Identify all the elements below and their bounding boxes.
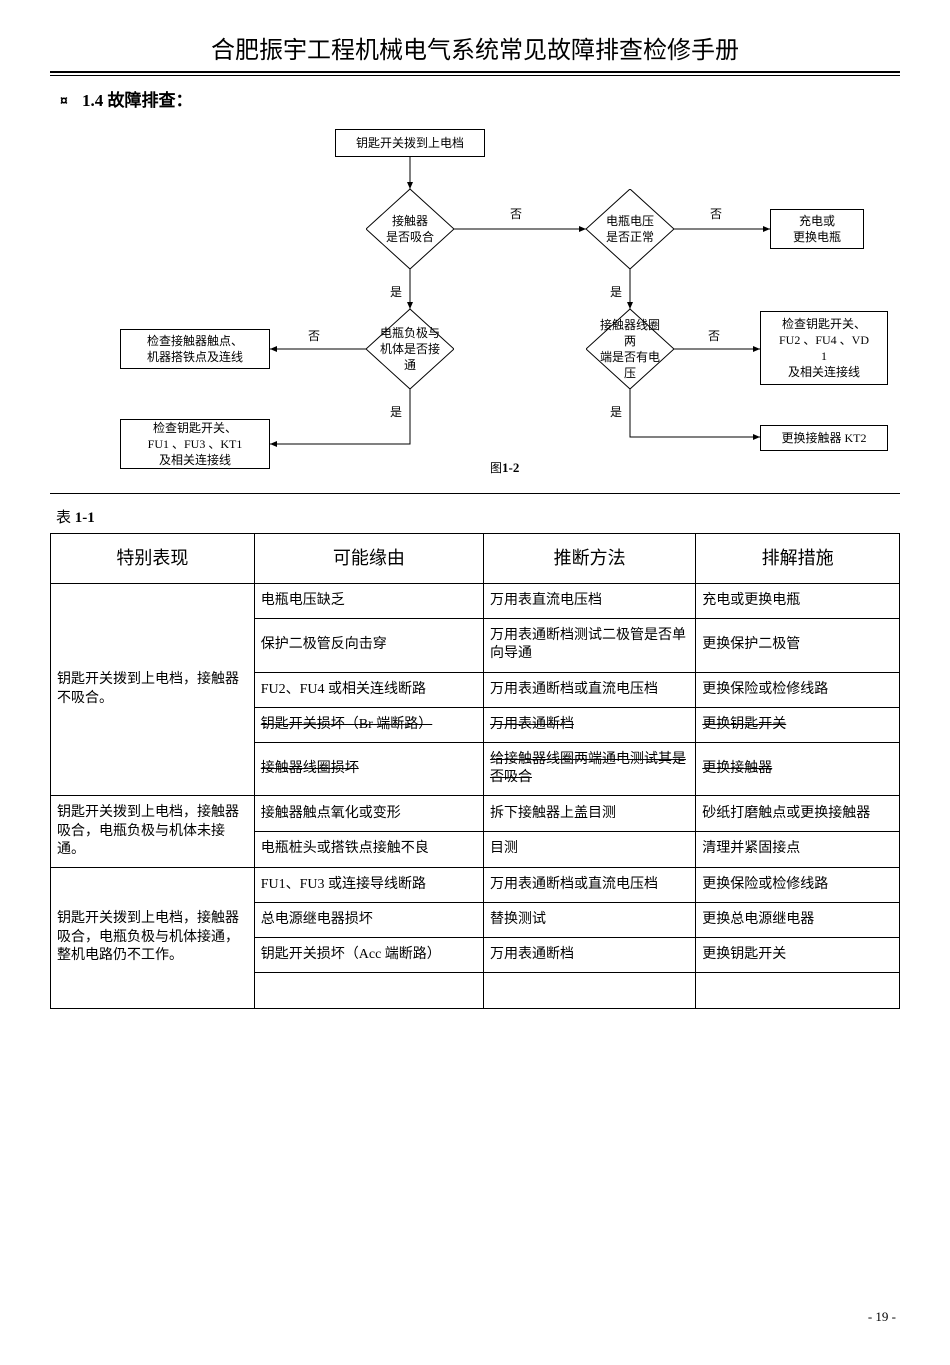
table-header: 排解措施 bbox=[696, 534, 900, 584]
header-rule-thin bbox=[50, 75, 900, 76]
flowchart-edge-label: 否 bbox=[710, 205, 722, 222]
figure-caption: 图1-2 bbox=[490, 459, 519, 476]
table-label: 表 1-1 bbox=[56, 506, 900, 527]
cause-cell: 保护二极管反向击穿 bbox=[254, 619, 483, 672]
table-header: 推断方法 bbox=[483, 534, 695, 584]
troubleshoot-table: 特别表现可能缘由推断方法排解措施 钥匙开关拨到上电档，接触器不吸合。电瓶电压缺乏… bbox=[50, 533, 900, 1009]
fix-cell: 充电或更换电瓶 bbox=[696, 584, 900, 619]
method-cell: 目测 bbox=[483, 832, 695, 868]
flowchart-edge-label: 是 bbox=[390, 283, 402, 300]
cause-cell: 接触器触点氧化或变形 bbox=[254, 796, 483, 832]
cause-cell: 接触器线圈损坏 bbox=[254, 742, 483, 795]
page-title: 合肥振宇工程机械电气系统常见故障排查检修手册 bbox=[50, 30, 900, 71]
fix-cell: 更换保护二极管 bbox=[696, 619, 900, 672]
cause-cell: 电瓶电压缺乏 bbox=[254, 584, 483, 619]
table-row: 钥匙开关拨到上电档，接触器不吸合。电瓶电压缺乏万用表直流电压档充电或更换电瓶 bbox=[51, 584, 900, 619]
rule bbox=[50, 493, 900, 494]
method-cell: 替换测试 bbox=[483, 903, 695, 938]
page-number: - 19 - bbox=[50, 1309, 900, 1325]
fix-cell bbox=[696, 973, 900, 1008]
cause-cell: FU1、FU3 或连接导线断路 bbox=[254, 867, 483, 902]
method-cell: 给接触器线圈两端通电测试其是否吸合 bbox=[483, 742, 695, 795]
symptom-cell: 钥匙开关拨到上电档，接触器不吸合。 bbox=[51, 584, 255, 796]
method-cell: 万用表通断档 bbox=[483, 707, 695, 742]
fix-cell: 清理并紧固接点 bbox=[696, 832, 900, 868]
flowchart-decision: 电瓶电压是否正常 bbox=[586, 189, 674, 269]
table-header-row: 特别表现可能缘由推断方法排解措施 bbox=[51, 534, 900, 584]
fix-cell: 更换钥匙开关 bbox=[696, 707, 900, 742]
method-cell: 万用表通断档或直流电压档 bbox=[483, 672, 695, 707]
fix-cell: 更换保险或检修线路 bbox=[696, 672, 900, 707]
table-header: 可能缘由 bbox=[254, 534, 483, 584]
flowchart-edge-label: 否 bbox=[708, 327, 720, 344]
table-header: 特别表现 bbox=[51, 534, 255, 584]
cause-cell: 钥匙开关损坏（Acc 端断路） bbox=[254, 938, 483, 973]
flowchart-node: 检查接触器触点、机器搭铁点及连线 bbox=[120, 329, 270, 369]
symptom-cell: 钥匙开关拨到上电档，接触器吸合，电瓶负极与机体未接通。 bbox=[51, 796, 255, 868]
flowchart-edge-label: 是 bbox=[610, 403, 622, 420]
header-rule bbox=[50, 71, 900, 73]
fix-cell: 更换钥匙开关 bbox=[696, 938, 900, 973]
flowchart: 图1-2 钥匙开关拨到上电档接触器是否吸合 电瓶电压是否正常 充电或更换电瓶电瓶负极… bbox=[50, 119, 900, 489]
cause-cell: 总电源继电器损坏 bbox=[254, 903, 483, 938]
symptom-cell: 钥匙开关拨到上电档，接触器吸合，电瓶负极与机体接通，整机电路仍不工作。 bbox=[51, 867, 255, 1008]
flowchart-decision: 接触器线圈两端是否有电压 bbox=[586, 309, 674, 389]
flowchart-node: 检查钥匙开关、FU1 、FU3 、KT1及相关连接线 bbox=[120, 419, 270, 469]
method-cell: 万用表通断档或直流电压档 bbox=[483, 867, 695, 902]
flowchart-edge-label: 否 bbox=[510, 205, 522, 222]
section-heading: ¤ 1.4 故障排查： bbox=[50, 86, 900, 111]
table-row: 钥匙开关拨到上电档，接触器吸合，电瓶负极与机体接通，整机电路仍不工作。FU1、F… bbox=[51, 867, 900, 902]
table-body: 钥匙开关拨到上电档，接触器不吸合。电瓶电压缺乏万用表直流电压档充电或更换电瓶保护… bbox=[51, 584, 900, 1009]
cause-cell: 钥匙开关损坏（Br 端断路） bbox=[254, 707, 483, 742]
method-cell bbox=[483, 973, 695, 1008]
flowchart-edge-label: 是 bbox=[390, 403, 402, 420]
method-cell: 拆下接触器上盖目测 bbox=[483, 796, 695, 832]
fix-cell: 更换保险或检修线路 bbox=[696, 867, 900, 902]
fix-cell: 更换接触器 bbox=[696, 742, 900, 795]
table-row: 钥匙开关拨到上电档，接触器吸合，电瓶负极与机体未接通。接触器触点氧化或变形拆下接… bbox=[51, 796, 900, 832]
flowchart-node: 钥匙开关拨到上电档 bbox=[335, 129, 485, 157]
flowchart-node: 充电或更换电瓶 bbox=[770, 209, 864, 249]
flowchart-decision: 接触器是否吸合 bbox=[366, 189, 454, 269]
cause-cell: 电瓶桩头或搭铁点接触不良 bbox=[254, 832, 483, 868]
flowchart-edge-label: 是 bbox=[610, 283, 622, 300]
flowchart-node: 检查钥匙开关、FU2 、FU4 、VD1及相关连接线 bbox=[760, 311, 888, 385]
flowchart-edge-label: 否 bbox=[308, 327, 320, 344]
bullet-icon: ¤ bbox=[60, 92, 68, 108]
cause-cell bbox=[254, 973, 483, 1008]
fix-cell: 更换总电源继电器 bbox=[696, 903, 900, 938]
section-number: 1.4 bbox=[82, 91, 103, 110]
cause-cell: FU2、FU4 或相关连线断路 bbox=[254, 672, 483, 707]
method-cell: 万用表通断档 bbox=[483, 938, 695, 973]
flowchart-node: 更换接触器 KT2 bbox=[760, 425, 888, 451]
section-text: 故障排查： bbox=[108, 91, 193, 110]
method-cell: 万用表通断档测试二极管是否单向导通 bbox=[483, 619, 695, 672]
flowchart-decision: 电瓶负极与机体是否接通 bbox=[366, 309, 454, 389]
fix-cell: 砂纸打磨触点或更换接触器 bbox=[696, 796, 900, 832]
method-cell: 万用表直流电压档 bbox=[483, 584, 695, 619]
